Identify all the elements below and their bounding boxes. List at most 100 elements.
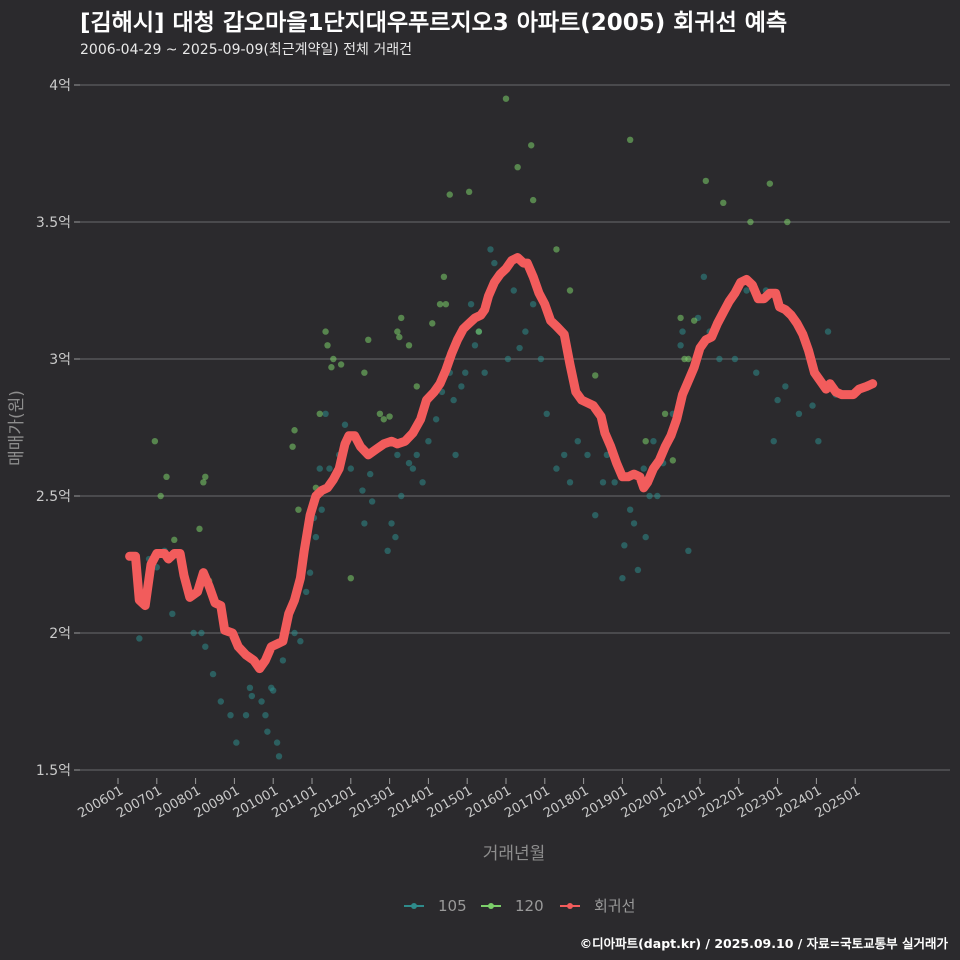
point-105-114 (815, 438, 822, 445)
point-105-41 (367, 470, 374, 478)
point-105-71 (510, 287, 517, 294)
legend-label-2: 회귀선 (594, 897, 635, 915)
point-105-73 (522, 328, 529, 335)
point-105-77 (553, 465, 560, 472)
point-105-64 (471, 342, 479, 349)
point-105-35 (326, 465, 333, 472)
point-105-55 (432, 416, 440, 423)
point-120-35 (465, 188, 473, 196)
series-120-points (151, 95, 791, 585)
point-105-89 (630, 520, 638, 527)
point-105-53 (419, 479, 426, 486)
point-105-107 (753, 369, 760, 376)
point-105-52 (413, 451, 420, 459)
point-120-0 (151, 438, 159, 445)
point-105-22 (270, 687, 277, 694)
point-105-63 (467, 301, 475, 308)
point-120-36 (475, 328, 483, 335)
point-105-110 (774, 396, 781, 404)
point-105-34 (322, 410, 329, 417)
legend-label-0: 105 (438, 897, 467, 915)
point-120-30 (436, 301, 444, 308)
y-tick-label-5: 4억 (49, 78, 71, 94)
point-105-75 (537, 355, 545, 363)
point-105-13 (242, 712, 250, 719)
point-120-55 (747, 218, 754, 226)
point-120-44 (592, 372, 599, 379)
point-105-31 (312, 533, 320, 541)
point-105-61 (458, 383, 465, 390)
point-105-62 (462, 369, 469, 376)
point-120-26 (398, 314, 405, 322)
point-120-54 (720, 199, 727, 207)
point-105-7 (198, 629, 205, 637)
gridlines (80, 84, 950, 771)
point-120-27 (405, 342, 413, 349)
point-105-85 (611, 479, 618, 486)
point-105-39 (359, 487, 366, 494)
legend-dot-0 (411, 903, 417, 909)
point-120-52 (690, 317, 698, 324)
point-120-14 (324, 342, 331, 349)
point-120-3 (171, 536, 178, 544)
point-120-24 (394, 328, 401, 335)
point-105-15 (248, 692, 256, 700)
y-tick-label-3: 3억 (49, 352, 71, 368)
point-120-39 (528, 142, 535, 149)
point-105-90 (634, 566, 642, 574)
point-105-0 (136, 635, 143, 642)
point-105-78 (561, 451, 568, 459)
point-120-41 (553, 246, 560, 253)
point-105-105 (731, 355, 739, 363)
point-105-76 (543, 410, 550, 417)
legend-dot-1 (488, 903, 494, 909)
point-120-8 (289, 443, 296, 450)
point-105-50 (405, 459, 413, 467)
y-tick-label-2: 2.5억 (36, 489, 71, 505)
point-105-51 (409, 465, 417, 472)
point-105-70 (504, 355, 512, 363)
point-105-95 (654, 492, 661, 500)
point-105-80 (574, 438, 581, 445)
point-105-14 (246, 684, 254, 691)
point-105-29 (306, 569, 314, 576)
point-105-94 (650, 438, 657, 445)
point-105-25 (279, 657, 287, 664)
y-axis-ticks: 1.5억 2억 2.5억 3억 3.5억 4억 (36, 78, 80, 779)
caption: ©디아파트(dapt.kr) / 2025.09.10 / 자료=국토교통부 실… (580, 936, 949, 951)
point-105-60 (452, 451, 459, 459)
point-105-48 (398, 492, 405, 500)
point-120-12 (316, 410, 323, 417)
point-120-28 (413, 383, 420, 390)
legend-label-1: 120 (515, 897, 544, 915)
point-105-99 (679, 328, 686, 335)
point-120-19 (361, 369, 368, 376)
point-105-9 (209, 670, 217, 678)
point-120-13 (322, 328, 329, 335)
point-105-27 (297, 638, 304, 645)
point-120-32 (442, 301, 450, 308)
point-120-40 (529, 196, 537, 204)
point-105-59 (450, 396, 457, 404)
point-105-106 (743, 287, 750, 294)
x-axis-ticks: 2006012007012008012009012010012011012012… (76, 778, 863, 821)
point-120-22 (380, 416, 387, 423)
point-105-104 (716, 355, 723, 363)
point-120-48 (669, 457, 677, 464)
point-120-23 (386, 413, 393, 420)
point-105-54 (425, 438, 432, 445)
point-105-102 (700, 273, 708, 280)
point-120-9 (291, 427, 298, 434)
point-120-2 (163, 473, 170, 481)
point-120-29 (429, 320, 436, 327)
point-105-20 (264, 728, 271, 735)
point-105-8 (202, 643, 209, 650)
point-120-45 (626, 136, 634, 143)
y-tick-label-4: 3.5억 (36, 215, 71, 231)
x-tick-label-19: 202501 (813, 783, 863, 821)
point-105-66 (481, 369, 488, 376)
point-120-49 (677, 314, 684, 322)
point-120-47 (661, 410, 669, 417)
point-105-19 (262, 712, 269, 719)
